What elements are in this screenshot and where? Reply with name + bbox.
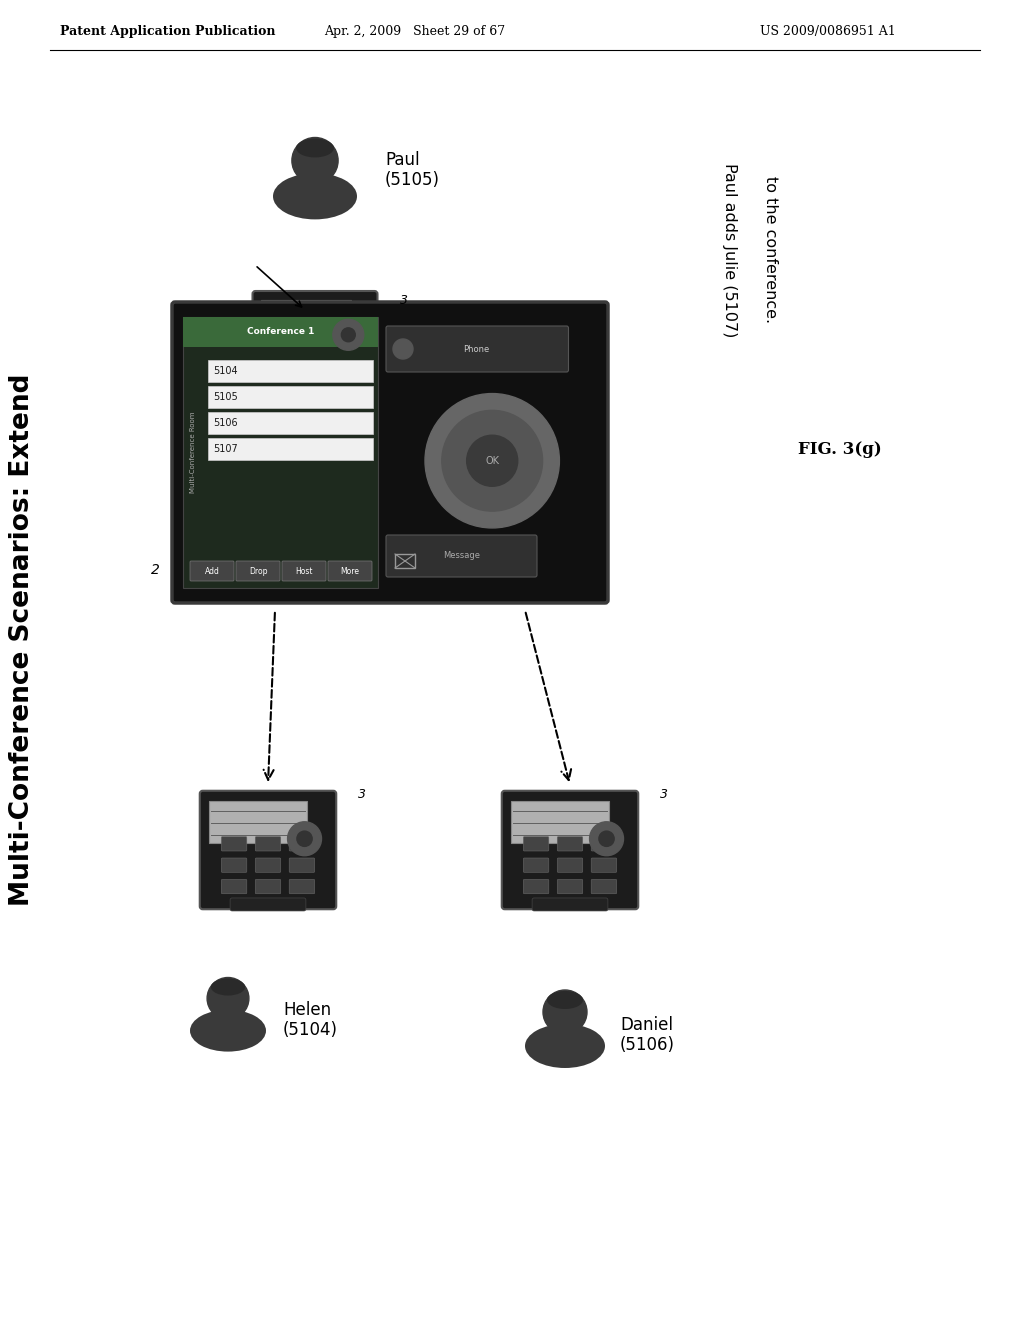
FancyBboxPatch shape	[209, 800, 307, 843]
Circle shape	[333, 319, 364, 350]
FancyBboxPatch shape	[303, 352, 327, 366]
Text: Apr. 2, 2009   Sheet 29 of 67: Apr. 2, 2009 Sheet 29 of 67	[325, 25, 506, 38]
Text: Conference 1: Conference 1	[247, 327, 314, 337]
Text: 5107: 5107	[213, 444, 238, 454]
FancyBboxPatch shape	[221, 837, 247, 851]
FancyBboxPatch shape	[334, 371, 357, 384]
FancyBboxPatch shape	[303, 371, 327, 384]
FancyBboxPatch shape	[386, 326, 568, 372]
FancyBboxPatch shape	[591, 858, 616, 873]
Circle shape	[288, 822, 322, 855]
Ellipse shape	[296, 139, 334, 157]
Ellipse shape	[211, 978, 245, 995]
Text: US 2009/0086951 A1: US 2009/0086951 A1	[760, 25, 896, 38]
FancyBboxPatch shape	[221, 879, 247, 894]
FancyBboxPatch shape	[557, 837, 583, 851]
FancyBboxPatch shape	[261, 300, 350, 339]
FancyBboxPatch shape	[208, 438, 373, 459]
FancyBboxPatch shape	[255, 879, 281, 894]
Text: 5105: 5105	[213, 392, 238, 403]
FancyBboxPatch shape	[255, 858, 281, 873]
FancyBboxPatch shape	[511, 800, 609, 843]
Text: Add: Add	[205, 566, 219, 576]
Text: Host: Host	[295, 566, 312, 576]
FancyBboxPatch shape	[200, 791, 336, 909]
Text: Phone: Phone	[463, 345, 489, 354]
FancyBboxPatch shape	[281, 388, 350, 400]
Circle shape	[441, 411, 543, 511]
FancyBboxPatch shape	[221, 858, 247, 873]
FancyBboxPatch shape	[523, 837, 549, 851]
Circle shape	[590, 822, 624, 855]
Ellipse shape	[273, 173, 357, 219]
FancyBboxPatch shape	[328, 561, 372, 581]
Text: Multi-Conference Room: Multi-Conference Room	[190, 412, 196, 494]
FancyBboxPatch shape	[208, 360, 373, 381]
Circle shape	[543, 990, 587, 1034]
FancyBboxPatch shape	[272, 371, 296, 384]
FancyBboxPatch shape	[591, 837, 616, 851]
Text: More: More	[341, 566, 359, 576]
Circle shape	[207, 978, 249, 1019]
Circle shape	[292, 137, 338, 183]
FancyBboxPatch shape	[272, 333, 296, 346]
Circle shape	[425, 393, 559, 528]
FancyBboxPatch shape	[272, 352, 296, 366]
Text: 3: 3	[660, 788, 668, 801]
Circle shape	[297, 832, 312, 846]
Text: OK: OK	[485, 455, 500, 466]
Text: FIG. 3(g): FIG. 3(g)	[798, 441, 882, 458]
FancyBboxPatch shape	[289, 879, 314, 894]
Text: 5106: 5106	[213, 418, 238, 428]
Text: Message: Message	[443, 552, 480, 561]
Circle shape	[599, 832, 614, 846]
FancyBboxPatch shape	[334, 352, 357, 366]
Ellipse shape	[525, 1024, 605, 1068]
Text: Paul
(5105): Paul (5105)	[385, 150, 440, 189]
Text: 3: 3	[400, 293, 408, 306]
FancyBboxPatch shape	[255, 837, 281, 851]
FancyBboxPatch shape	[289, 837, 314, 851]
Text: Drop: Drop	[249, 566, 267, 576]
FancyBboxPatch shape	[334, 333, 357, 346]
FancyBboxPatch shape	[183, 317, 378, 347]
FancyBboxPatch shape	[183, 317, 378, 587]
Text: 2: 2	[151, 564, 160, 577]
Text: Multi-Conference Scenarios: Extend: Multi-Conference Scenarios: Extend	[9, 374, 35, 907]
Text: Patent Application Publication: Patent Application Publication	[60, 25, 275, 38]
FancyBboxPatch shape	[386, 535, 537, 577]
FancyBboxPatch shape	[208, 385, 373, 408]
FancyBboxPatch shape	[253, 290, 378, 399]
FancyBboxPatch shape	[282, 561, 326, 581]
Text: 3: 3	[358, 788, 366, 801]
FancyBboxPatch shape	[190, 561, 234, 581]
Circle shape	[341, 327, 355, 342]
FancyBboxPatch shape	[502, 791, 638, 909]
FancyBboxPatch shape	[208, 412, 373, 434]
Ellipse shape	[547, 991, 583, 1008]
Text: Daniel
(5106): Daniel (5106)	[620, 1015, 675, 1055]
Circle shape	[393, 339, 413, 359]
Text: Paul adds Julie (5107): Paul adds Julie (5107)	[723, 162, 737, 337]
FancyBboxPatch shape	[289, 858, 314, 873]
Text: to the conference.: to the conference.	[763, 177, 777, 323]
FancyBboxPatch shape	[532, 898, 608, 911]
FancyBboxPatch shape	[230, 898, 306, 911]
Circle shape	[467, 436, 518, 486]
Ellipse shape	[190, 1010, 266, 1052]
FancyBboxPatch shape	[591, 879, 616, 894]
FancyBboxPatch shape	[523, 858, 549, 873]
FancyBboxPatch shape	[557, 879, 583, 894]
FancyBboxPatch shape	[523, 879, 549, 894]
Text: 5104: 5104	[213, 366, 238, 376]
Text: Helen
(5104): Helen (5104)	[283, 1001, 338, 1039]
FancyBboxPatch shape	[236, 561, 280, 581]
FancyBboxPatch shape	[172, 302, 608, 603]
FancyBboxPatch shape	[303, 333, 327, 346]
FancyBboxPatch shape	[557, 858, 583, 873]
